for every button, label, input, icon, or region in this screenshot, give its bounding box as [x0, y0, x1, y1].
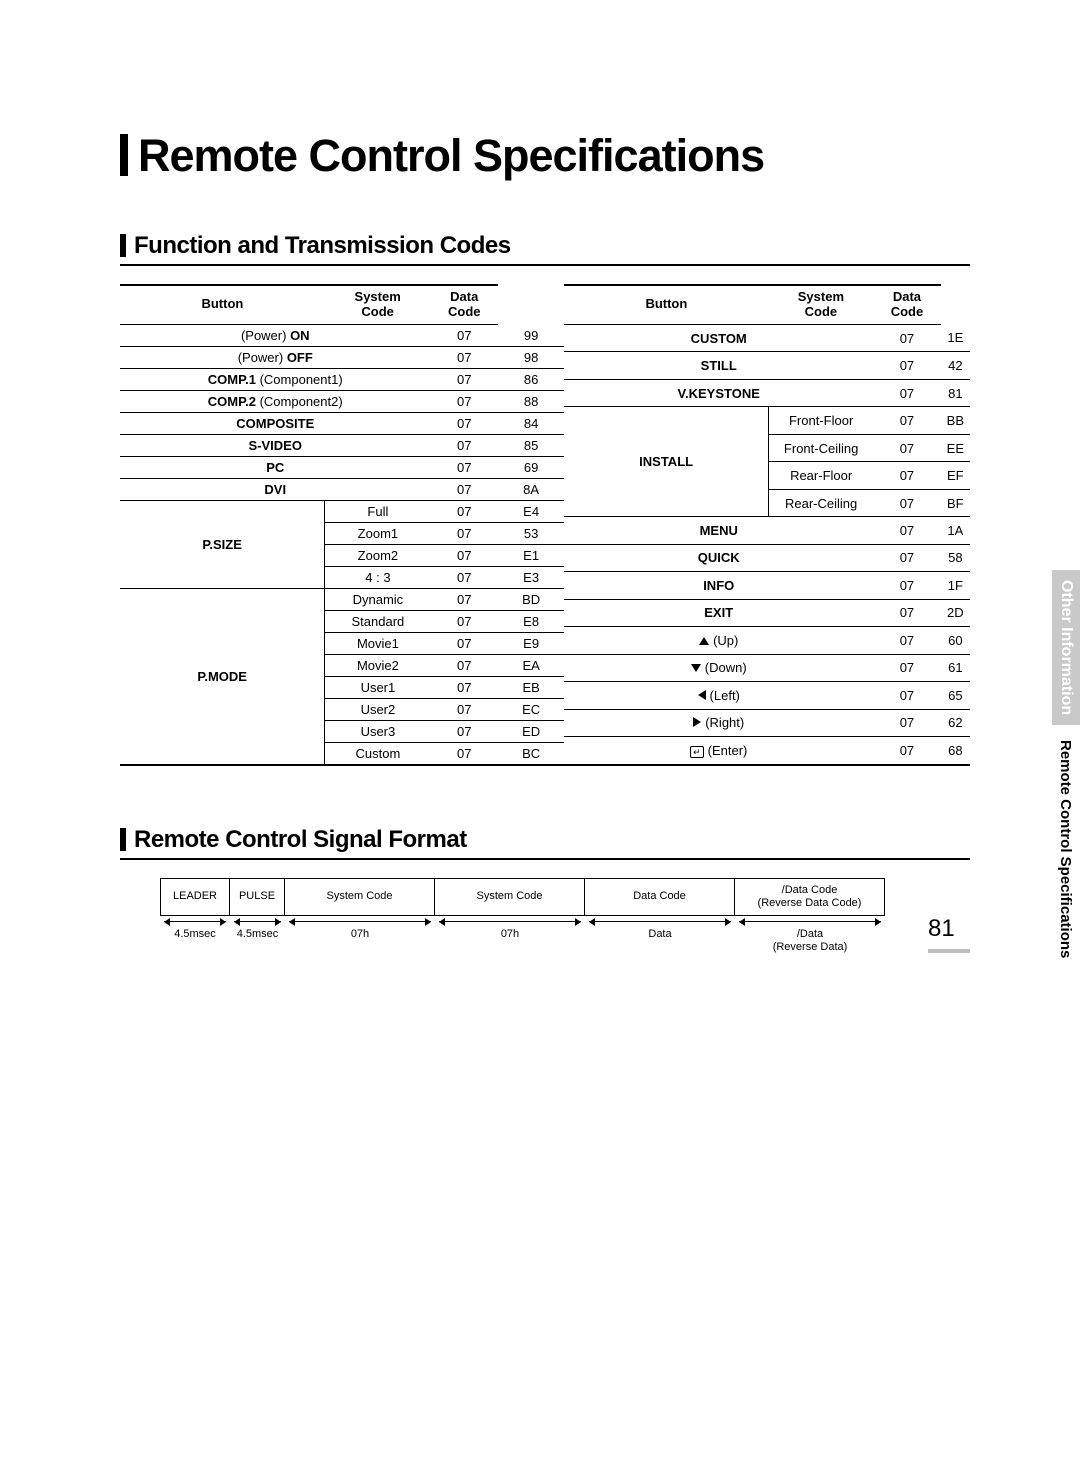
page-title: Remote Control Specifications: [120, 130, 970, 182]
down-icon: [691, 664, 701, 672]
enter-icon: ↵: [690, 746, 704, 758]
table-row: ↵(Enter)0768: [564, 737, 970, 765]
table-row: P.SIZEFull07E4: [120, 500, 564, 522]
codes-tables: ButtonSystemCodeDataCode(Power) ON0799(P…: [120, 284, 970, 766]
table-row: COMP.1 (Component1)0786: [120, 368, 564, 390]
side-tab: Other Information Remote Control Specifi…: [1052, 570, 1080, 973]
signal-label: Data: [585, 918, 735, 953]
table-row: V.KEYSTONE0781: [564, 379, 970, 406]
section2-title: Remote Control Signal Format: [120, 826, 970, 854]
table-row: (Power) ON0799: [120, 324, 564, 346]
signal-label: /Data(Reverse Data): [735, 918, 885, 953]
section1-rule: [120, 264, 970, 266]
section1-title: Function and Transmission Codes: [120, 232, 970, 260]
table-row: COMPOSITE0784: [120, 412, 564, 434]
left-icon: [698, 690, 706, 700]
table-row: MENU071A: [564, 517, 970, 544]
signal-label: 07h: [435, 918, 585, 953]
table-row: EXIT072D: [564, 599, 970, 626]
signal-label: 4.5msec: [230, 918, 285, 953]
table-row: (Power) OFF0798: [120, 346, 564, 368]
signal-diagram: LEADERPULSESystem CodeSystem CodeData Co…: [120, 878, 970, 953]
table-row: DVI078A: [120, 478, 564, 500]
table-row: (Up)0760: [564, 627, 970, 654]
table-row: PC0769: [120, 456, 564, 478]
section2-rule: [120, 858, 970, 860]
table-row: COMP.2 (Component2)0788: [120, 390, 564, 412]
table-row: INFO071F: [564, 572, 970, 599]
table-row: P.MODEDynamic07BD: [120, 588, 564, 610]
table-row: (Right)0762: [564, 709, 970, 736]
signal-cell: System Code: [435, 878, 585, 916]
right-icon: [693, 717, 701, 727]
page-number: 81: [928, 915, 970, 953]
table-row: STILL0742: [564, 352, 970, 379]
table-row: (Left)0765: [564, 682, 970, 709]
codes-table-right: ButtonSystemCodeDataCodeCUSTOM071ESTILL0…: [564, 284, 970, 766]
signal-cell: LEADER: [160, 878, 230, 916]
signal-cell: PULSE: [230, 878, 285, 916]
side-tab-plain: Remote Control Specifications: [1052, 730, 1079, 968]
table-row: (Down)0761: [564, 654, 970, 681]
table-row: INSTALLFront-Floor07BB: [564, 407, 970, 434]
signal-label: 07h: [285, 918, 435, 953]
signal-label: 4.5msec: [160, 918, 230, 953]
signal-cell: /Data Code(Reverse Data Code): [735, 878, 885, 916]
table-row: CUSTOM071E: [564, 324, 970, 351]
table-row: S-VIDEO0785: [120, 434, 564, 456]
up-icon: [699, 637, 709, 645]
signal-cell: System Code: [285, 878, 435, 916]
table-row: QUICK0758: [564, 544, 970, 571]
side-tab-grey: Other Information: [1052, 570, 1080, 725]
signal-cell: Data Code: [585, 878, 735, 916]
codes-table-left: ButtonSystemCodeDataCode(Power) ON0799(P…: [120, 284, 564, 766]
